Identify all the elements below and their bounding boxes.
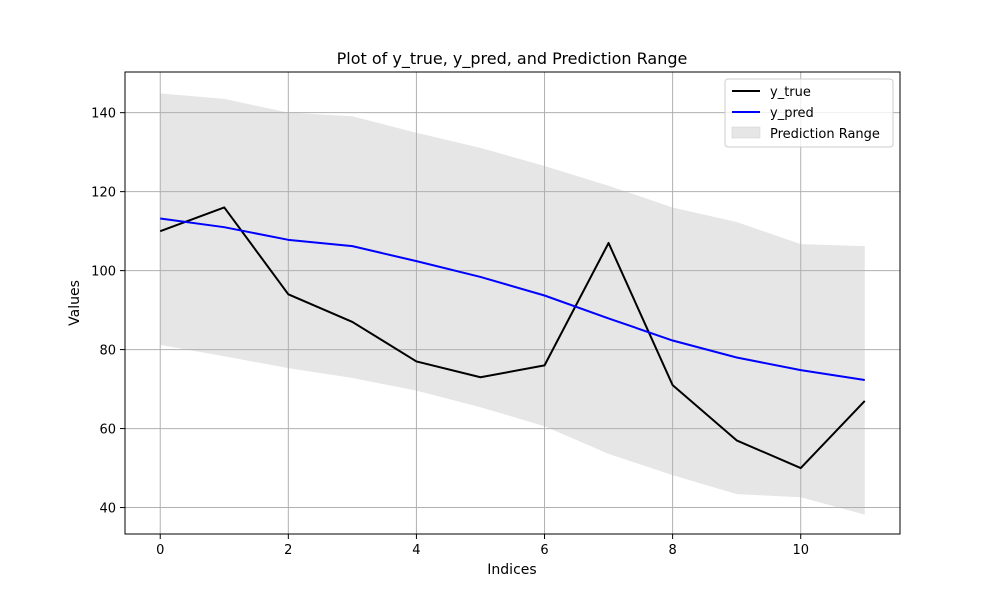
y-tick-label: 120 bbox=[91, 186, 116, 201]
x-tick-label: 0 bbox=[156, 543, 164, 558]
legend-swatch-prediction-range bbox=[731, 126, 761, 139]
y-tick-label: 80 bbox=[99, 344, 116, 359]
x-tick-label: 4 bbox=[412, 543, 420, 558]
plot-frame bbox=[124, 71, 901, 535]
x-tick-label: 6 bbox=[540, 543, 548, 558]
legend-label-y-pred: y_pred bbox=[770, 106, 814, 121]
x-tick-label: 10 bbox=[792, 543, 809, 558]
y-tick-label: 100 bbox=[91, 265, 116, 280]
legend-label-y-true: y_true bbox=[770, 85, 811, 100]
x-axis-label: Indices bbox=[487, 562, 536, 578]
prediction-band-layer bbox=[160, 93, 865, 515]
legend-label-prediction-range: Prediction Range bbox=[770, 127, 880, 142]
tick-layer: 0 2 4 6 8 10 40 60 80 100 120 140 bbox=[91, 107, 809, 558]
grid-layer bbox=[125, 72, 900, 534]
y-axis-label: Values bbox=[67, 280, 83, 326]
legend-box bbox=[724, 78, 894, 148]
series-line-y-pred bbox=[160, 217, 865, 381]
series-line-y-true bbox=[159, 206, 866, 470]
x-tick-label: 8 bbox=[668, 543, 676, 558]
x-tick-label: 2 bbox=[284, 543, 292, 558]
series-layer bbox=[159, 206, 866, 470]
chart-title: Plot of y_true, y_pred, and Prediction R… bbox=[337, 49, 688, 69]
y-tick-label: 60 bbox=[99, 423, 116, 438]
y-tick-label: 40 bbox=[99, 502, 116, 517]
prediction-range-band bbox=[160, 93, 865, 515]
y-tick-label: 140 bbox=[91, 107, 116, 122]
legend: y_true y_pred Prediction Range bbox=[724, 78, 894, 148]
